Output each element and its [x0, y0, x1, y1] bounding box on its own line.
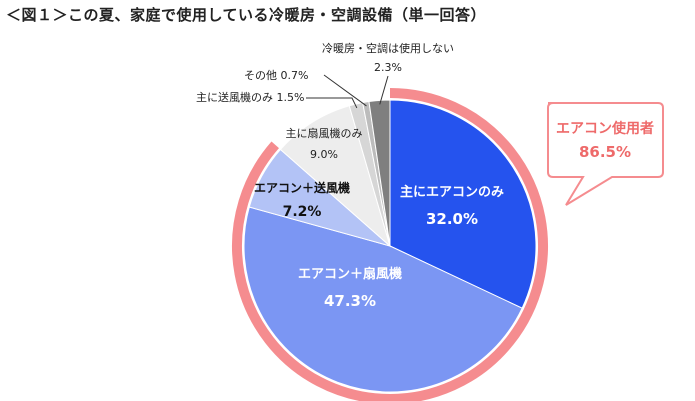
slice-label-4: 主に扇風機のみ — [286, 126, 363, 140]
pie-slice-4 — [279, 105, 391, 248]
slice-label-1: 主にエアコンのみ — [400, 184, 504, 200]
slice-label-6: その他 0.7% — [244, 69, 308, 82]
leader-line-7 — [379, 75, 389, 105]
slice-value-2: 47.3% — [324, 292, 376, 310]
leader-line-5 — [306, 97, 358, 109]
pie-slice-1 — [389, 99, 537, 309]
pie-slice-7 — [368, 99, 391, 247]
slice-label-5: 主に送風機のみ 1.5% — [196, 90, 304, 104]
slice-label-2: エアコン＋扇風機 — [298, 266, 402, 282]
chart-title: ＜図１＞この夏、家庭で使用している冷暖房・空調設備（単一回答） — [6, 6, 487, 24]
slice-value-3: 7.2% — [283, 204, 322, 220]
slice-value-7: 2.3% — [374, 61, 402, 74]
aircon-user-ring — [232, 88, 548, 401]
slice-label-7: 冷暖房・空調は使用しない — [322, 41, 454, 55]
callout-label: エアコン使用者 — [556, 120, 654, 137]
leader-line-6 — [323, 74, 367, 107]
callout-value: 86.5% — [579, 143, 631, 161]
slice-value-4: 9.0% — [310, 148, 338, 161]
callout-box — [547, 102, 664, 206]
slice-value-1: 32.0% — [426, 210, 478, 228]
pie-slice-2 — [243, 206, 523, 393]
slice-label-3: エアコン＋送風機 — [254, 180, 350, 195]
